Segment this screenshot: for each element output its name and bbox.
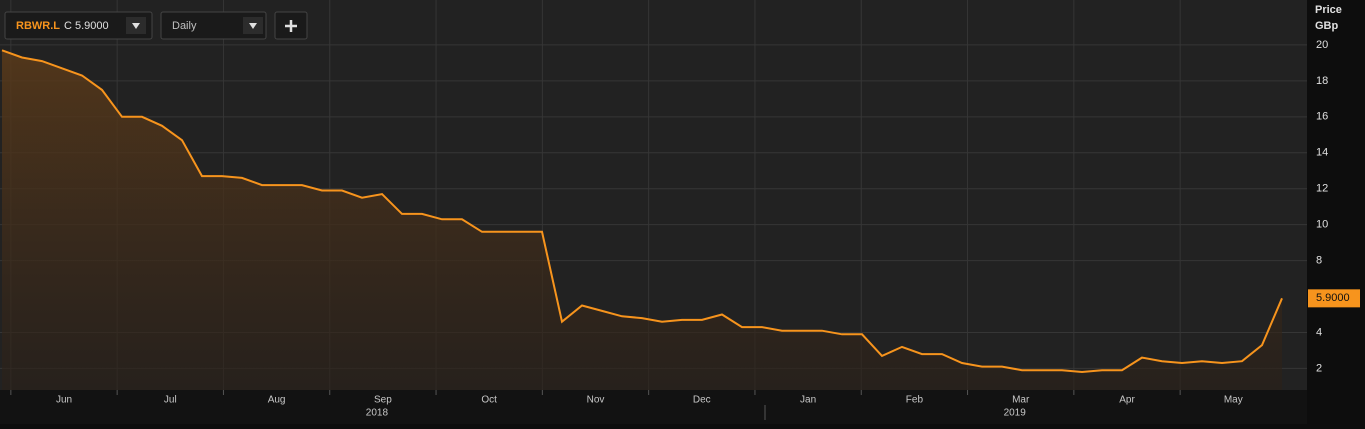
price-line (1, 49, 1283, 374)
x-tick-label: Apr (1119, 395, 1135, 406)
area (2, 50, 1282, 391)
plot (1, 49, 1283, 391)
x-axis-panel (0, 390, 1307, 424)
interval-box[interactable] (160, 11, 267, 40)
x-tick-label: Nov (587, 395, 605, 406)
y-tick-label: 18 (1316, 75, 1328, 87)
price-tag (1308, 289, 1360, 308)
x-tick-label: Dec (693, 395, 711, 406)
toolbar: RBWR.L C 5.9000 Daily (4, 11, 308, 40)
x-tick-label: Sep (374, 395, 392, 406)
interval: Daily (172, 20, 197, 32)
year-label: 2018 (366, 408, 389, 419)
x-tick-label: Jan (800, 395, 816, 406)
price-tag-label: 5.9000 (1316, 292, 1350, 304)
x-tick-label: Feb (906, 395, 924, 406)
x-tick-label: May (1224, 395, 1243, 406)
y-tick-label: 16 (1316, 111, 1328, 123)
plus-icon (285, 20, 297, 32)
symbol: RBWR.L (16, 20, 60, 32)
x-tick-label: Jul (164, 395, 177, 406)
x-tick-label: Jun (56, 395, 72, 406)
x-tick-label: Oct (481, 395, 497, 406)
y-tick-label: 4 (1316, 326, 1322, 338)
year-label: 2019 (1004, 408, 1027, 419)
y-tick-label: 2 (1316, 362, 1322, 374)
y-tick-label: 12 (1316, 183, 1328, 195)
x-tick-label: Mar (1012, 395, 1030, 406)
y-tick-label: 14 (1316, 147, 1328, 159)
x-tick-label: Aug (268, 395, 286, 406)
axis-panel (1307, 0, 1365, 424)
y-tick-label: 8 (1316, 255, 1322, 267)
y-tick-label: 10 (1316, 219, 1328, 231)
y-axis-title: Price (1315, 4, 1342, 16)
y-axis-unit: GBp (1315, 20, 1339, 32)
close-text: C 5.9000 (64, 20, 109, 32)
dropdown-arrow (132, 23, 140, 29)
dropdown-arrow (249, 23, 257, 29)
symbol-box[interactable] (4, 11, 153, 40)
y-tick-label: 20 (1316, 39, 1328, 51)
